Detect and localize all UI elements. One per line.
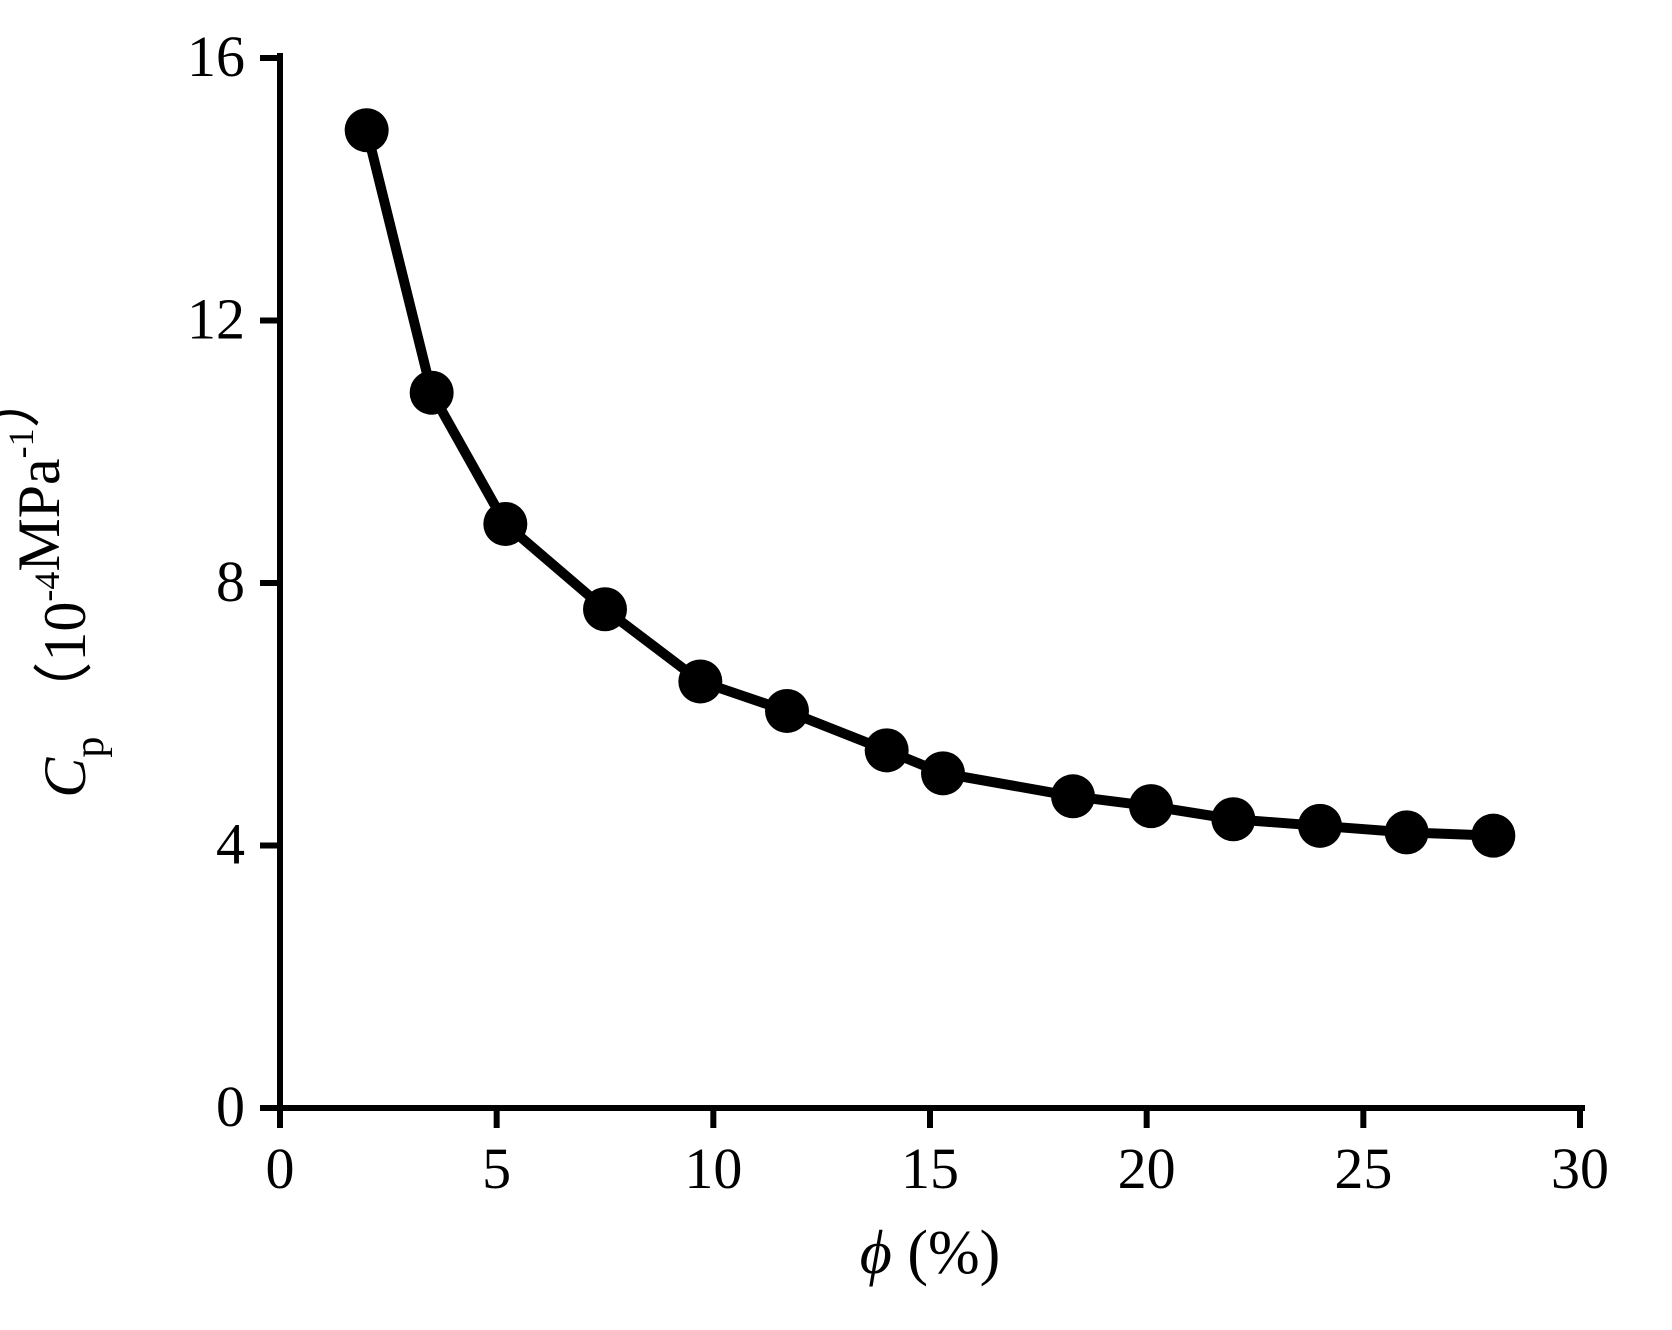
svg-text:5: 5 xyxy=(482,1136,511,1201)
svg-text:0: 0 xyxy=(266,1136,295,1201)
svg-text:4: 4 xyxy=(216,811,245,876)
svg-text:16: 16 xyxy=(187,24,245,89)
svg-text:8: 8 xyxy=(216,549,245,614)
cp-vs-phi-chart: 0510152025300481216ϕ (%)Cp （10-4MPa-1） xyxy=(0,0,1672,1330)
svg-text:30: 30 xyxy=(1551,1136,1609,1201)
svg-text:25: 25 xyxy=(1334,1136,1392,1201)
svg-text:15: 15 xyxy=(901,1136,959,1201)
svg-text:ϕ (%): ϕ (%) xyxy=(860,1219,1001,1287)
svg-text:12: 12 xyxy=(187,286,245,351)
chart-svg: 0510152025300481216ϕ (%)Cp （10-4MPa-1） xyxy=(0,0,1672,1325)
svg-text:20: 20 xyxy=(1118,1136,1176,1201)
svg-text:10: 10 xyxy=(684,1136,742,1201)
svg-text:0: 0 xyxy=(216,1074,245,1139)
